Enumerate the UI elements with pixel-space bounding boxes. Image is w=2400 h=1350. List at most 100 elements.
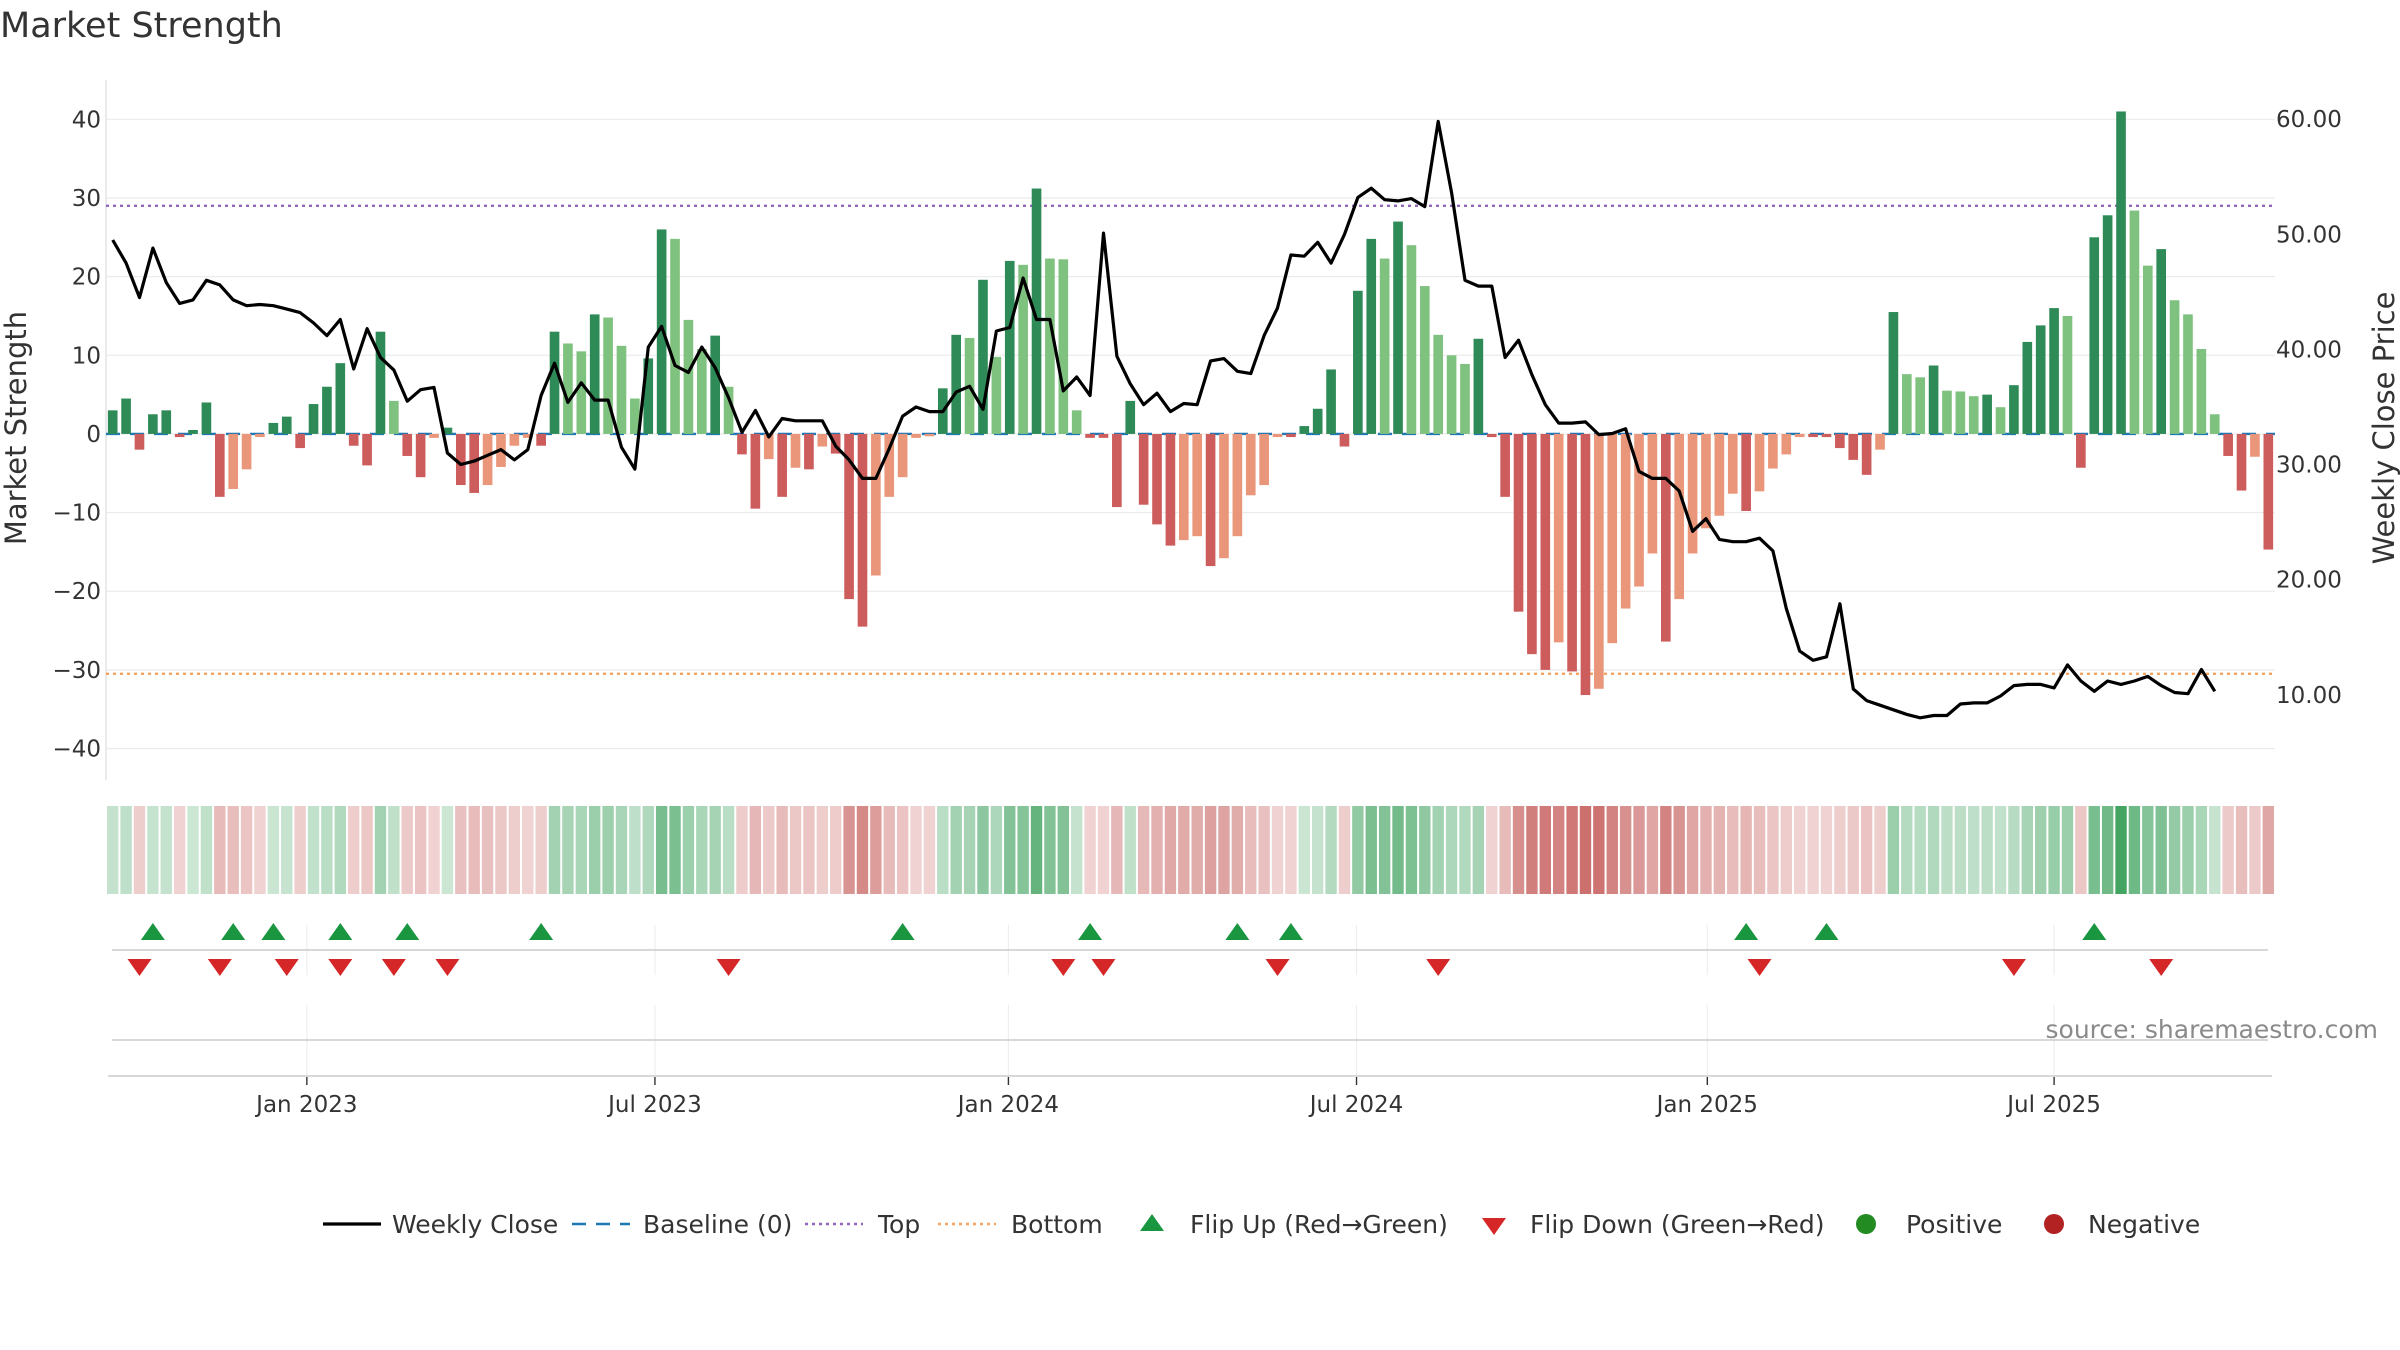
flip-down-marker xyxy=(274,959,299,976)
strength-bar xyxy=(2009,385,2019,434)
flip-up-marker xyxy=(2082,923,2107,940)
y2-tick-label: 30.00 xyxy=(2276,453,2342,479)
heat-cell xyxy=(1312,806,1324,894)
strength-bar xyxy=(884,433,895,497)
heat-cell xyxy=(441,806,454,894)
x-tick-label: Jan 2024 xyxy=(956,1092,1059,1118)
strength-bar xyxy=(1045,258,1055,434)
strength-bar xyxy=(2250,433,2260,457)
heat-cell xyxy=(923,806,936,894)
y-tick-label: 20 xyxy=(72,265,101,291)
strength-bar xyxy=(844,433,854,600)
strength-bar xyxy=(2263,433,2274,550)
strength-bar xyxy=(1406,245,1417,434)
heat-cell xyxy=(267,806,280,894)
strength-bar xyxy=(924,433,935,437)
heat-cell xyxy=(1887,806,1900,894)
strength-bar xyxy=(1861,433,1872,475)
heat-cell xyxy=(1084,806,1096,894)
heat-cell xyxy=(589,806,601,894)
strength-bar xyxy=(2049,308,2059,434)
heat-cell xyxy=(1780,806,1792,894)
heat-cell xyxy=(789,806,802,894)
strength-bar xyxy=(161,410,172,434)
heat-cell xyxy=(522,806,534,894)
heat-cell xyxy=(1231,806,1244,894)
heat-cell xyxy=(107,806,119,894)
flip-down-marker xyxy=(127,959,152,976)
flip-up-marker xyxy=(1734,923,1759,940)
heat-cell xyxy=(1646,806,1659,894)
heat-cell xyxy=(1954,806,1967,894)
y-tick-label: 0 xyxy=(86,422,101,448)
heat-cell xyxy=(655,806,668,894)
strength-bar xyxy=(1152,433,1162,525)
strength-bar xyxy=(1794,433,1805,438)
strength-bar xyxy=(482,433,493,486)
flip-up-marker xyxy=(1814,923,1839,940)
strength-bar xyxy=(1393,221,1403,434)
strength-bar xyxy=(1219,433,1229,559)
legend: Weekly Close Baseline (0) Top Bottom Flip Up… xyxy=(323,1210,2200,1239)
strength-bar xyxy=(1486,433,1497,438)
strength-bar xyxy=(1433,334,1444,434)
y-tick-label: −40 xyxy=(52,737,101,763)
heat-cell xyxy=(2128,806,2141,894)
heat-cell xyxy=(2168,806,2181,894)
strength-bar xyxy=(255,433,265,438)
strength-bar xyxy=(1620,433,1631,609)
strength-bar xyxy=(2076,433,2086,468)
legend-swatch-flip-up xyxy=(1140,1214,1164,1231)
strength-bar xyxy=(710,335,721,434)
x-tick-label: Jan 2023 xyxy=(254,1092,357,1118)
strength-bar xyxy=(1660,433,1671,642)
strength-bar xyxy=(1071,410,1082,434)
strength-bar xyxy=(1018,264,1028,434)
flip-down-marker xyxy=(1265,959,1290,976)
strength-bar xyxy=(2209,414,2220,434)
grid xyxy=(105,80,2275,780)
x-tick-label: Jan 2025 xyxy=(1655,1092,1758,1118)
heat-cell xyxy=(2021,806,2033,894)
heat-cell xyxy=(2182,806,2194,894)
heat-cell xyxy=(615,806,628,894)
heat-cell xyxy=(910,806,922,894)
heat-cell xyxy=(1271,806,1284,894)
heat-cell xyxy=(1017,806,1029,894)
strength-bar xyxy=(603,317,613,434)
heat-cell xyxy=(1994,806,2007,894)
legend-label: Flip Up (Red→Green) xyxy=(1190,1210,1448,1239)
strength-bar xyxy=(375,331,386,434)
strength-bar xyxy=(1004,260,1015,434)
heat-cell xyxy=(1111,806,1123,894)
heat-cell xyxy=(2222,806,2234,894)
heat-cell xyxy=(883,806,895,894)
heat-cell xyxy=(1807,806,1819,894)
heat-cell xyxy=(736,806,748,894)
strength-bar xyxy=(737,433,747,455)
heat-cell xyxy=(468,806,480,894)
x-axis-ticks: Jan 2023 Jul 2023 Jan 2024 Jul 2024 Jan 2025… xyxy=(254,1077,2101,1118)
reference-lines xyxy=(106,204,2275,676)
flip-up-marker xyxy=(1078,923,1103,940)
strength-bar xyxy=(2169,300,2180,434)
strength-bar xyxy=(121,398,131,434)
strength-heat-strip xyxy=(107,806,2274,894)
heat-cell xyxy=(1606,806,1618,894)
weekly-close-line xyxy=(111,119,2217,720)
strength-bar xyxy=(228,433,239,489)
legend-label: Flip Down (Green→Red) xyxy=(1530,1210,1825,1239)
heat-cell xyxy=(1151,806,1163,894)
strength-bar xyxy=(1727,433,1738,494)
left-axis-title: Market Strength xyxy=(0,311,33,545)
strength-bar xyxy=(1513,433,1524,612)
strength-bar xyxy=(683,319,694,434)
heat-cell xyxy=(562,806,574,894)
strength-bar xyxy=(951,334,962,434)
heat-cell xyxy=(2195,806,2208,894)
flip-down-marker xyxy=(1091,959,1116,976)
strength-bar xyxy=(1326,369,1336,434)
heat-cell xyxy=(214,806,226,894)
strength-bar xyxy=(214,433,225,497)
strength-bar xyxy=(536,433,546,446)
